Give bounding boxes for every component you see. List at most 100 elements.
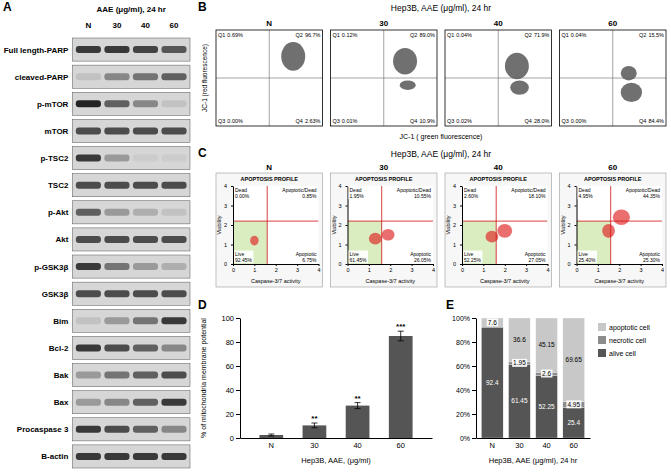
- tick-mark: [433, 264, 434, 266]
- label-patch: [524, 118, 551, 125]
- tick-mark: [575, 186, 577, 187]
- quadrant-value: 28.0%: [534, 118, 550, 124]
- gate-line: [216, 78, 323, 79]
- band: [104, 73, 129, 80]
- tick-label: 2: [618, 267, 621, 273]
- plot-heading: 40: [494, 19, 503, 28]
- x-axis: 01234: [232, 264, 321, 273]
- legend-label: apoptotic cell: [609, 324, 650, 332]
- data-label: 52.25: [538, 403, 555, 410]
- quadrant-label: Q296.7%: [296, 32, 321, 38]
- quadrant-label: Apoptotic25.30%: [639, 251, 660, 263]
- population: [250, 236, 259, 246]
- panel-letter: C: [198, 146, 207, 160]
- quadrant-label: Q410.9%: [410, 118, 435, 124]
- label-patch: [234, 251, 254, 264]
- label-patch: [295, 251, 318, 264]
- tick: 60: [397, 441, 405, 450]
- quadrant-name: Q4: [639, 118, 646, 124]
- quadrant-label: Q30.00%: [218, 118, 243, 124]
- tick: 20%: [456, 411, 476, 418]
- tick: 80: [226, 338, 240, 347]
- tick-label: 20: [226, 410, 234, 419]
- x-axis-title: Caspase-3/7 activity: [251, 278, 301, 284]
- population: [602, 224, 615, 238]
- plot-marks: [233, 186, 319, 264]
- plot-marks: [216, 30, 323, 126]
- x-axis-title: Caspase-3/7 activity: [480, 278, 530, 284]
- band: [161, 209, 186, 216]
- tick-label: 60: [226, 362, 234, 371]
- population: [505, 53, 529, 79]
- tick-label: 60: [397, 441, 405, 450]
- tick-label: N: [490, 441, 495, 450]
- band: [104, 209, 129, 216]
- tick-label: 0: [575, 267, 578, 273]
- tick-label: 3: [567, 203, 570, 209]
- label-patch: [638, 118, 665, 125]
- tick-label: 0: [230, 434, 234, 443]
- row-label: p-TSC2: [40, 154, 69, 163]
- population: [621, 83, 642, 102]
- quadrant-name: Q2: [296, 32, 303, 38]
- label-patch: [409, 32, 436, 39]
- panel-a: AFull length-PARPcleaved-PARPp-mTORmTORp…: [3, 0, 190, 468]
- blot-strip: [72, 364, 190, 387]
- tick: 100%: [452, 315, 476, 322]
- band: [133, 263, 158, 270]
- gate-line: [462, 221, 548, 222]
- band: [161, 155, 186, 162]
- tick: 2: [504, 264, 507, 273]
- band: [133, 290, 158, 297]
- quadrant-value: 0.69%: [227, 32, 243, 38]
- tick-label: 0: [232, 267, 235, 273]
- quadrant-label: Dead2.60%: [464, 187, 479, 199]
- tick-label: 3: [411, 267, 414, 273]
- bar-segment: [509, 318, 531, 362]
- tick-mark: [460, 225, 462, 226]
- plot-heading: 60: [608, 19, 617, 28]
- tick-mark: [346, 264, 348, 265]
- band: [104, 127, 129, 134]
- quadrant-value: 0.00%: [571, 118, 587, 124]
- tick-mark: [575, 245, 577, 246]
- population: [369, 233, 382, 245]
- tick-label: 1: [224, 242, 227, 248]
- band: [76, 100, 101, 107]
- population: [382, 229, 395, 241]
- tick: 0: [230, 434, 240, 443]
- tick: 0: [461, 264, 464, 273]
- tick: 0: [453, 261, 462, 267]
- quadrant-value: 84.4%: [648, 118, 664, 124]
- quadrant-name: Q2: [525, 32, 532, 38]
- axis-line: [240, 319, 241, 439]
- tick-label: 0: [224, 261, 227, 267]
- label-patch: [463, 251, 483, 264]
- axis-line: [476, 319, 477, 439]
- y-axis: 01234: [567, 183, 577, 267]
- tick-label: 4: [432, 267, 435, 273]
- quadrant-label: Live92.45%: [235, 251, 253, 263]
- tick-mark: [460, 206, 462, 207]
- quadrant-label: Dead1.95%: [350, 187, 365, 199]
- plot-heading: 30: [379, 19, 388, 28]
- population: [497, 224, 512, 238]
- row-label: mTOR: [45, 127, 69, 136]
- quadrant-label: Q30.02%: [447, 118, 472, 124]
- band: [133, 127, 158, 134]
- data-label: 25.4: [567, 419, 580, 426]
- blot-strip: [72, 174, 190, 197]
- tick-label: 4: [546, 267, 549, 273]
- data-label: 45.15: [538, 341, 555, 348]
- panel-title: Hep3B, AAE (μg/ml), 24 hr: [391, 3, 491, 13]
- tick: 1: [567, 242, 576, 248]
- plot-title: APOPTOSIS PROFILE: [355, 176, 413, 182]
- x-axis-title: Caspase-3/7 activity: [594, 278, 644, 284]
- quadrant-label: Dead0.00%: [235, 187, 250, 199]
- tick: 40: [353, 441, 361, 450]
- panel-letter: D: [198, 298, 207, 312]
- plot-frame: [216, 30, 323, 126]
- quadrant-name: Q4: [525, 118, 532, 124]
- quadrant-value: 1.95%: [350, 193, 365, 199]
- plot-area: [233, 186, 319, 264]
